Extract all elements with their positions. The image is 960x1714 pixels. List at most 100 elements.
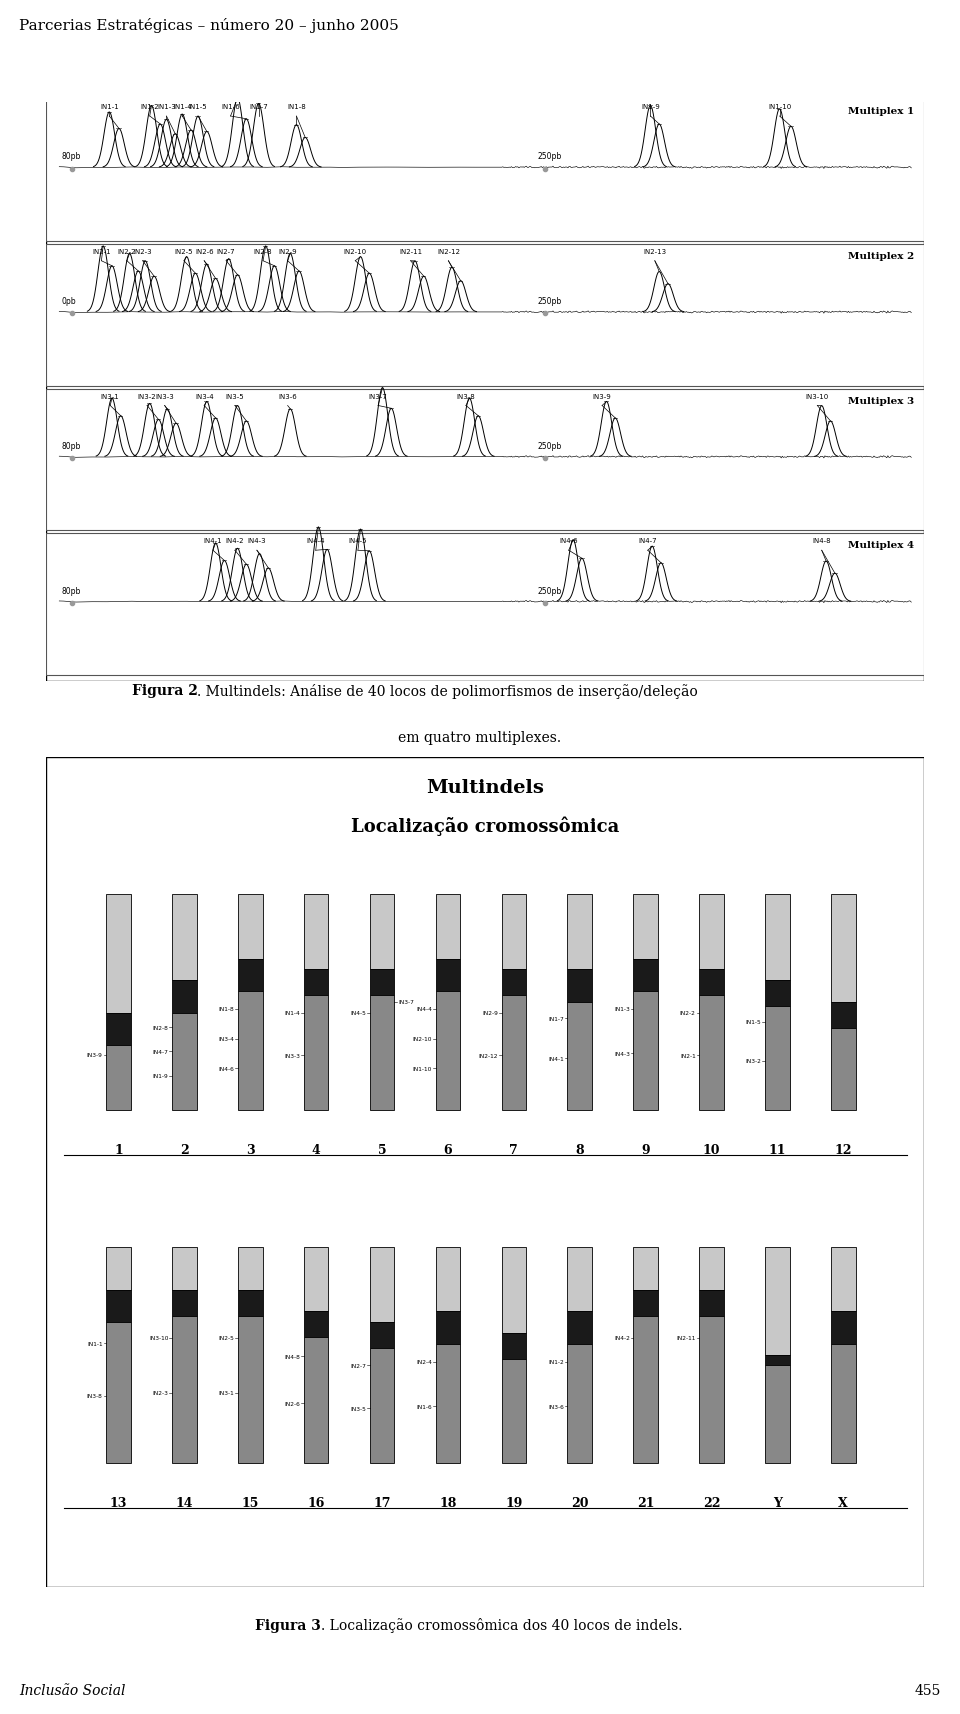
Text: 12: 12	[834, 1143, 852, 1157]
Text: 15: 15	[242, 1496, 259, 1508]
Text: IN3-3: IN3-3	[156, 393, 174, 399]
Bar	[567, 895, 592, 970]
Bar	[304, 1248, 328, 1311]
Bar	[567, 1311, 592, 1344]
Text: IN1-3: IN1-3	[614, 1006, 630, 1011]
Text: IN3-8: IN3-8	[457, 393, 475, 399]
Text: 80pb: 80pb	[61, 442, 82, 451]
Bar	[567, 1344, 592, 1462]
Bar	[501, 1248, 526, 1333]
Text: IN4-2: IN4-2	[613, 1335, 630, 1340]
Text: IN1-8: IN1-8	[219, 1006, 234, 1011]
Text: 250pb: 250pb	[538, 586, 563, 595]
Text: 7: 7	[510, 1143, 518, 1157]
Bar	[831, 895, 855, 1003]
Text: 0pb: 0pb	[61, 297, 77, 305]
Text: IN1-3: IN1-3	[157, 105, 176, 110]
Text: IN1-4: IN1-4	[173, 105, 192, 110]
Text: IN3-6: IN3-6	[548, 1404, 564, 1409]
Text: IN1-10: IN1-10	[768, 105, 791, 110]
Text: IN1-5: IN1-5	[189, 105, 207, 110]
Text: IN3-6: IN3-6	[278, 393, 297, 399]
Text: IN1-7: IN1-7	[548, 1016, 564, 1022]
Bar	[370, 970, 395, 996]
Bar	[436, 1344, 460, 1462]
Bar	[370, 996, 395, 1111]
Text: IN2-2: IN2-2	[118, 249, 136, 255]
Text: IN4-6: IN4-6	[560, 538, 578, 543]
Bar	[501, 970, 526, 996]
Bar	[238, 1248, 263, 1291]
Bar	[238, 895, 263, 960]
Text: IN1-10: IN1-10	[413, 1066, 432, 1071]
Text: 5: 5	[377, 1143, 386, 1157]
Text: 455: 455	[915, 1683, 941, 1697]
Text: Multindels: Multindels	[426, 778, 544, 797]
Bar	[765, 1354, 790, 1366]
Text: IN2-6: IN2-6	[195, 249, 213, 255]
Text: IN3-5: IN3-5	[350, 1405, 367, 1411]
Text: 9: 9	[641, 1143, 650, 1157]
Text: 17: 17	[373, 1496, 391, 1508]
Text: 20: 20	[571, 1496, 588, 1508]
Bar	[634, 991, 658, 1111]
Text: IN4-2: IN4-2	[226, 538, 244, 543]
Text: 8: 8	[575, 1143, 584, 1157]
Text: . Multindels: Análise de 40 locos de polimorfismos de inserção/deleção: . Multindels: Análise de 40 locos de pol…	[198, 684, 698, 699]
Text: 16: 16	[307, 1496, 324, 1508]
Text: IN2-5: IN2-5	[175, 249, 193, 255]
Text: 6: 6	[444, 1143, 452, 1157]
Bar	[172, 1316, 197, 1462]
Text: Localização cromossômica: Localização cromossômica	[351, 816, 619, 835]
Bar	[304, 895, 328, 970]
Bar	[107, 1323, 131, 1462]
Bar	[436, 1248, 460, 1311]
Text: 18: 18	[440, 1496, 457, 1508]
Bar	[634, 895, 658, 960]
Bar	[634, 1248, 658, 1291]
Bar	[46, 389, 924, 531]
Text: 250pb: 250pb	[538, 297, 563, 305]
Bar	[699, 1291, 724, 1316]
Text: 3: 3	[246, 1143, 254, 1157]
Bar	[304, 970, 328, 996]
Text: IN3-2: IN3-2	[746, 1059, 761, 1063]
Text: IN2-8: IN2-8	[153, 1025, 169, 1030]
Text: 14: 14	[176, 1496, 193, 1508]
Text: IN4-4: IN4-4	[417, 1006, 432, 1011]
Bar	[567, 1248, 592, 1311]
Text: IN4-6: IN4-6	[219, 1066, 234, 1071]
Text: 250pb: 250pb	[538, 442, 563, 451]
Text: IN3-7: IN3-7	[397, 999, 414, 1004]
Bar	[46, 535, 924, 675]
Bar	[831, 1311, 855, 1344]
Text: Parcerias Estratégicas – número 20 – junho 2005: Parcerias Estratégicas – número 20 – jun…	[19, 19, 399, 33]
Text: IN4-1: IN4-1	[548, 1056, 564, 1061]
Bar	[831, 1028, 855, 1111]
Text: IN4-4: IN4-4	[306, 538, 325, 543]
Text: IN1-6: IN1-6	[417, 1404, 432, 1409]
Bar	[765, 1366, 790, 1462]
Bar	[238, 960, 263, 991]
Text: . Localização cromossômica dos 40 locos de indels.: . Localização cromossômica dos 40 locos …	[321, 1618, 683, 1632]
Text: IN2-12: IN2-12	[478, 1054, 498, 1058]
Text: 11: 11	[769, 1143, 786, 1157]
Bar	[634, 1291, 658, 1316]
Text: Figura 2: Figura 2	[132, 684, 198, 698]
Text: 13: 13	[109, 1496, 128, 1508]
Bar	[172, 895, 197, 980]
Bar	[699, 1248, 724, 1291]
Text: IN3-7: IN3-7	[369, 393, 388, 399]
Text: 22: 22	[703, 1496, 720, 1508]
Text: IN4-7: IN4-7	[638, 538, 657, 543]
Text: IN2-2: IN2-2	[680, 1011, 696, 1015]
Bar	[172, 980, 197, 1013]
Bar	[107, 1046, 131, 1111]
Text: IN1-5: IN1-5	[746, 1020, 761, 1025]
Text: 80pb: 80pb	[61, 153, 82, 161]
Bar	[567, 970, 592, 1003]
Text: 80pb: 80pb	[61, 586, 82, 595]
Text: 10: 10	[703, 1143, 720, 1157]
Text: X: X	[838, 1496, 848, 1508]
Text: Multiplex 2: Multiplex 2	[848, 252, 914, 261]
